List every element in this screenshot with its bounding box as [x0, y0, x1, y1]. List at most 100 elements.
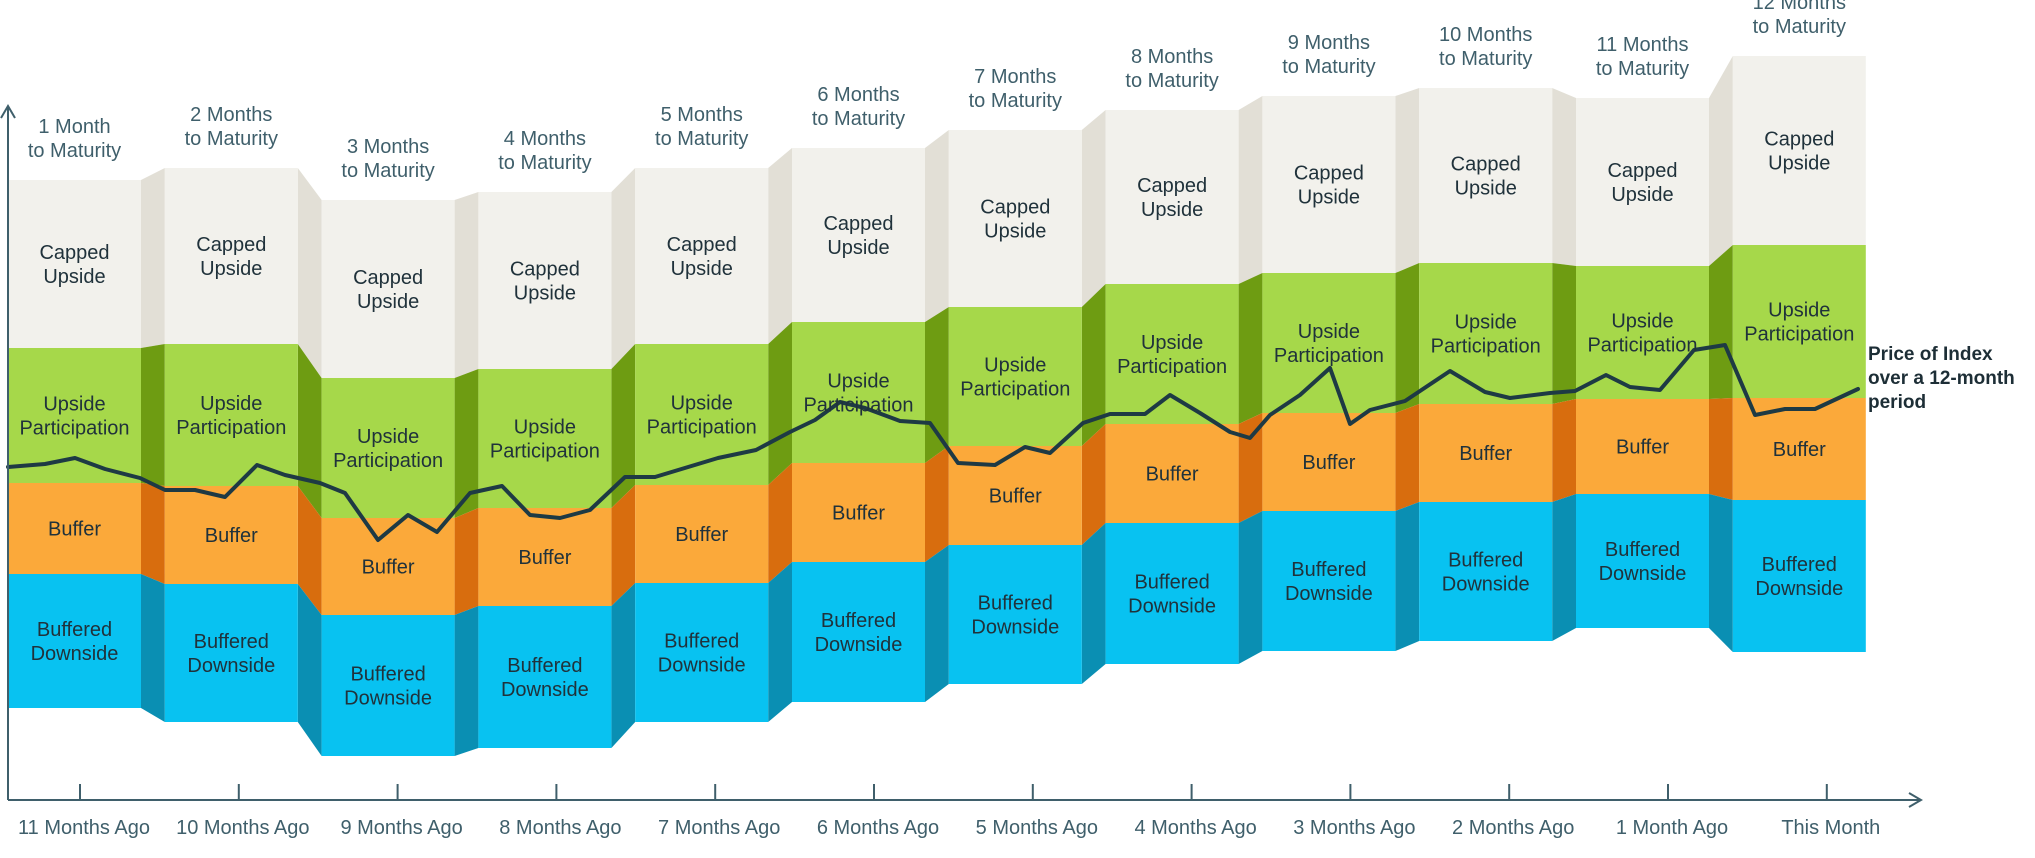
connector-upside-2-3 [297, 344, 322, 518]
column-8-upside-participation-label: Upside Participation [1117, 332, 1227, 378]
connector-capped-1-2 [141, 168, 165, 348]
column-4-buffered-downside-label: Buffered Downside [501, 655, 589, 701]
column-12-maturity-label: 12 Months to Maturity [1753, 0, 1846, 38]
column-8-upside-band [1105, 284, 1239, 424]
y-axis-arrow-icon [0, 104, 16, 119]
column-11-capped-band [1576, 98, 1709, 266]
column-2-buffered-downside-label: Buffered Downside [187, 631, 275, 677]
column-10-maturity-label: 10 Months to Maturity [1439, 24, 1532, 70]
column-12-upside-participation-label: Upside Participation [1744, 300, 1854, 346]
bands-layer [8, 56, 1866, 756]
column-10-buffered-downside-label: Buffered Downside [1442, 550, 1530, 596]
column-1-capped-upside-label: Capped Upside [39, 242, 109, 288]
column-9-capped-band [1262, 96, 1396, 273]
connector-upside-6-7 [925, 307, 949, 463]
column-8-capped-band [1105, 110, 1239, 284]
column-3-downside-band [321, 615, 455, 756]
column-1-maturity-label: 1 Month to Maturity [28, 116, 121, 162]
column-6-capped-upside-label: Capped Upside [823, 213, 893, 259]
column-12-upside-band [1732, 245, 1866, 398]
axes-layer [0, 104, 1923, 808]
connector-upside-11-12 [1709, 245, 1733, 399]
column-1-buffer-label: Buffer [48, 519, 101, 541]
column-5-buffered-downside-label: Buffered Downside [658, 631, 746, 677]
connector-buffer-3-4 [454, 508, 479, 615]
column-4-buffer-band [478, 508, 612, 606]
column-3-maturity-label: 3 Months to Maturity [341, 136, 434, 182]
column-1-downside-band [8, 574, 141, 708]
column-4-capped-band [478, 192, 612, 369]
column-12-downside-band [1732, 500, 1866, 652]
connector-upside-1-2 [141, 344, 165, 486]
connector-downside-2-3 [297, 584, 322, 756]
column-7-capped-band [948, 130, 1082, 307]
connector-capped-9-10 [1395, 88, 1420, 273]
price-of-index-legend: Price of Index over a 12-month period [1868, 344, 2015, 413]
column-5-buffer-label: Buffer [675, 524, 728, 546]
column-8-buffer-band [1105, 424, 1239, 523]
column-5-maturity-label: 5 Months to Maturity [655, 104, 748, 150]
column-11-buffered-downside-label: Buffered Downside [1599, 539, 1687, 585]
column-6-buffer-label: Buffer [832, 503, 885, 525]
column-4-buffer-label: Buffer [518, 547, 571, 569]
column-5-capped-upside-label: Capped Upside [667, 234, 737, 280]
connector-capped-2-3 [297, 168, 322, 378]
connector-buffer-6-7 [925, 446, 949, 562]
column-7-upside-band [948, 307, 1082, 446]
column-3-buffered-downside-label: Buffered Downside [344, 664, 432, 710]
column-1-upside-band [8, 348, 141, 483]
column-2-buffer-band [164, 486, 298, 584]
column-5-downside-band [635, 583, 769, 722]
column-8-buffered-downside-label: Buffered Downside [1128, 572, 1216, 618]
column-10-upside-participation-label: Upside Participation [1431, 312, 1541, 358]
column-3-capped-upside-label: Capped Upside [353, 267, 423, 313]
column-7-capped-upside-label: Capped Upside [980, 197, 1050, 243]
column-8-maturity-label: 8 Months to Maturity [1125, 46, 1218, 92]
column-10-upside-band [1419, 263, 1553, 404]
x-tick-label-9: 3 Months Ago [1293, 817, 1415, 839]
column-1-buffered-downside-label: Buffered Downside [31, 619, 119, 665]
connector-buffer-5-6 [768, 463, 792, 583]
connector-downside-10-11 [1552, 494, 1576, 641]
x-tick-label-11: 1 Month Ago [1616, 817, 1728, 839]
connector-capped-7-8 [1081, 110, 1106, 307]
connector-capped-6-7 [925, 130, 949, 322]
connector-capped-5-6 [768, 148, 792, 344]
column-9-capped-upside-label: Capped Upside [1294, 163, 1364, 209]
connector-downside-3-4 [454, 606, 479, 756]
connector-capped-8-9 [1238, 96, 1263, 284]
column-11-maturity-label: 11 Months to Maturity [1596, 34, 1689, 80]
column-9-buffer-band [1262, 413, 1396, 511]
column-9-buffer-label: Buffer [1302, 452, 1355, 474]
connector-downside-8-9 [1238, 511, 1263, 664]
column-11-downside-band [1576, 494, 1709, 628]
x-tick-label-7: 5 Months Ago [976, 817, 1098, 839]
column-12-buffered-downside-label: Buffered Downside [1755, 554, 1843, 600]
column-10-buffer-label: Buffer [1459, 443, 1512, 465]
connector-buffer-1-2 [141, 483, 165, 584]
column-2-maturity-label: 2 Months to Maturity [185, 104, 278, 150]
connector-capped-3-4 [454, 192, 479, 378]
connector-upside-7-8 [1081, 284, 1106, 446]
column-3-upside-band [321, 378, 455, 518]
column-10-buffer-band [1419, 404, 1553, 502]
column-11-capped-upside-label: Capped Upside [1607, 160, 1677, 206]
connector-buffer-8-9 [1238, 413, 1263, 523]
column-2-upside-band [164, 344, 298, 486]
column-7-buffer-label: Buffer [989, 486, 1042, 508]
column-1-buffer-band [8, 483, 141, 574]
connector-downside-7-8 [1081, 523, 1106, 684]
column-12-capped-upside-label: Capped Upside [1764, 129, 1834, 175]
column-7-upside-participation-label: Upside Participation [960, 355, 1070, 401]
connector-capped-10-11 [1552, 88, 1576, 266]
column-7-maturity-label: 7 Months to Maturity [969, 66, 1062, 112]
x-tick-label-6: 6 Months Ago [817, 817, 939, 839]
x-tick-label-5: 7 Months Ago [658, 817, 780, 839]
column-5-capped-band [635, 168, 769, 344]
connector-buffer-4-5 [611, 485, 636, 606]
price-of-index-line [6, 343, 1860, 542]
x-tick-label-8: 4 Months Ago [1134, 817, 1256, 839]
column-4-maturity-label: 4 Months to Maturity [498, 128, 591, 174]
x-tick-label-4: 8 Months Ago [499, 817, 621, 839]
connector-downside-4-5 [611, 583, 636, 748]
